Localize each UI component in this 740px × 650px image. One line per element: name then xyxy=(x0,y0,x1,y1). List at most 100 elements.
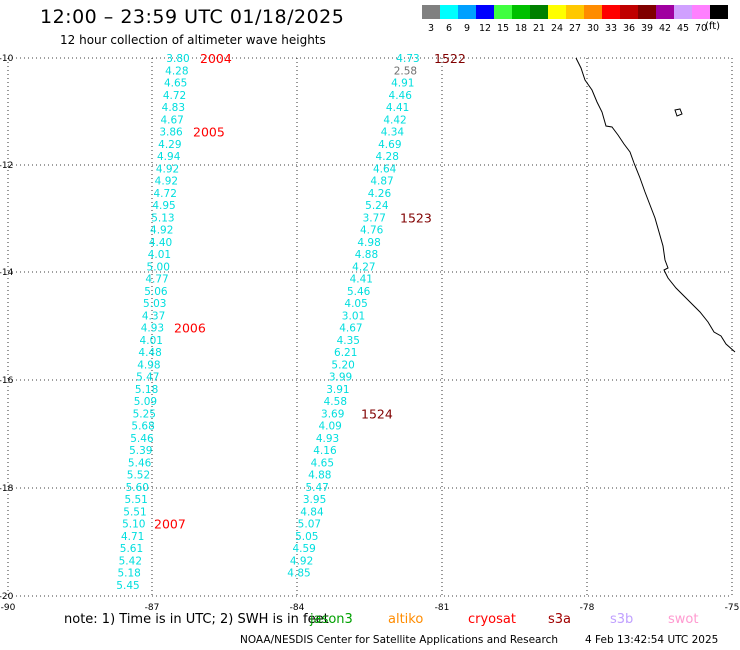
swh-value: 4.98 xyxy=(357,237,380,249)
swh-value: 2.58 xyxy=(394,65,417,77)
swh-value: 4.34 xyxy=(381,127,405,139)
swh-value: 5.68 xyxy=(131,421,154,433)
color-scale-swatch xyxy=(638,5,656,19)
swh-value: 5.45 xyxy=(116,580,139,592)
swh-value: 5.13 xyxy=(151,212,174,224)
swh-value: 4.92 xyxy=(155,176,178,188)
swh-value: 4.84 xyxy=(300,506,324,518)
color-scale-label: 9 xyxy=(464,23,470,34)
swh-value: 4.93 xyxy=(316,433,339,445)
swh-value: 4.67 xyxy=(339,323,362,335)
lon-label: -90 xyxy=(1,603,16,613)
swh-value: 4.72 xyxy=(154,188,177,200)
swh-value: 4.73 xyxy=(396,53,419,65)
swh-value: 5.47 xyxy=(136,372,159,384)
swh-value: 4.41 xyxy=(386,102,409,114)
swh-value: 5.25 xyxy=(133,408,156,420)
color-scale-swatch xyxy=(440,5,458,19)
swh-value: 4.28 xyxy=(165,65,188,77)
swh-value: 4.92 xyxy=(156,163,179,175)
orbit-label: 2007 xyxy=(154,517,186,532)
swh-value: 4.01 xyxy=(140,335,163,347)
lon-label: -75 xyxy=(725,603,740,613)
lon-label: -81 xyxy=(435,603,450,613)
color-scale-label: 70 xyxy=(695,23,707,34)
color-scale-swatch xyxy=(530,5,548,19)
satellite-legend-s3b: s3b xyxy=(610,612,634,627)
color-scale-label: 36 xyxy=(623,23,635,34)
color-scale-label: 6 xyxy=(446,23,452,34)
swh-value: 5.46 xyxy=(128,457,152,469)
swh-value: 5.39 xyxy=(129,445,152,457)
swh-value: 4.58 xyxy=(324,396,347,408)
swh-value: 4.83 xyxy=(162,102,185,114)
swh-value: 4.98 xyxy=(137,359,160,371)
footer-credit: NOAA/NESDIS Center for Satellite Applica… xyxy=(240,634,558,646)
swh-value: 4.01 xyxy=(148,249,171,261)
swh-value: 4.67 xyxy=(160,114,183,126)
swh-value: 5.61 xyxy=(120,543,143,555)
lat-label: -12 xyxy=(0,161,13,171)
map-grid xyxy=(7,57,733,597)
swh-value: 5.51 xyxy=(124,494,147,506)
color-scale-swatch xyxy=(494,5,512,19)
swh-value: 4.94 xyxy=(157,151,181,163)
swh-value: 5.10 xyxy=(122,519,145,531)
color-scale-bar: 3 6 9 12 15 18 21 24 27 30 33 36 39 42 45 70 xyxy=(422,5,728,34)
swh-value: 4.28 xyxy=(376,151,399,163)
color-scale-unit: (ft) xyxy=(705,21,721,32)
page-subtitle: 12 hour collection of altimeter wave hei… xyxy=(60,33,326,47)
swh-value: 5.52 xyxy=(127,470,150,482)
color-scale-swatch xyxy=(512,5,530,19)
swh-value: 4.48 xyxy=(138,347,161,359)
color-scale-swatch xyxy=(476,5,494,19)
satellite-legend-altiko: altiko xyxy=(388,612,424,627)
swh-value: 5.00 xyxy=(147,261,170,273)
swh-value: 3.91 xyxy=(326,384,349,396)
color-scale-label: 45 xyxy=(677,23,689,34)
color-scale-swatch xyxy=(422,5,440,19)
color-scale-label: 24 xyxy=(551,23,563,34)
swh-value: 4.42 xyxy=(383,114,406,126)
swh-value: 4.95 xyxy=(152,200,175,212)
color-scale-swatch xyxy=(620,5,638,19)
swh-value: 3.86 xyxy=(159,127,183,139)
swh-value: 4.16 xyxy=(313,445,337,457)
color-scale-swatch xyxy=(692,5,710,19)
swh-value: 5.20 xyxy=(331,359,354,371)
swh-value: 5.46 xyxy=(130,433,154,445)
lat-label: -18 xyxy=(0,484,14,494)
satellite-legend-s3a: s3a xyxy=(548,612,572,627)
color-scale-swatch xyxy=(584,5,602,19)
swh-value: 3.01 xyxy=(342,310,365,322)
swh-value: 5.05 xyxy=(295,531,318,543)
swh-value: 5.18 xyxy=(135,384,158,396)
swh-value: 4.29 xyxy=(158,139,181,151)
satellite-legend-cryosat: cryosat xyxy=(468,612,516,627)
orbit-label: 1524 xyxy=(361,406,393,421)
swh-value: 5.46 xyxy=(347,286,371,298)
swh-value: 4.09 xyxy=(318,421,341,433)
lon-label: -78 xyxy=(580,603,595,613)
island-shape xyxy=(674,108,683,117)
swh-value: 4.65 xyxy=(164,78,187,90)
lat-label: -14 xyxy=(0,268,14,278)
swh-value: 5.06 xyxy=(144,286,168,298)
swh-value: 4.46 xyxy=(389,90,413,102)
orbit-label: 1522 xyxy=(434,51,466,66)
swh-value: 5.18 xyxy=(117,568,140,580)
swh-value: 4.87 xyxy=(370,176,393,188)
lat-label: -16 xyxy=(0,376,14,386)
color-scale-label: 21 xyxy=(533,23,545,34)
orbit-label: 2005 xyxy=(193,125,225,140)
swh-value: 4.92 xyxy=(150,225,173,237)
page-title: 12:00 – 23:59 UTC 01/18/2025 xyxy=(40,6,345,28)
note-text: note: 1) Time is in UTC; 2) SWH is in fe… xyxy=(64,612,329,627)
swh-value: 5.47 xyxy=(305,482,328,494)
swh-value: 3.80 xyxy=(166,53,189,65)
color-scale-swatch xyxy=(566,5,584,19)
color-scale-label: 30 xyxy=(587,23,599,34)
color-scale-label: 15 xyxy=(497,23,509,34)
color-scale-swatch xyxy=(710,5,728,19)
swh-value: 4.26 xyxy=(368,188,392,200)
